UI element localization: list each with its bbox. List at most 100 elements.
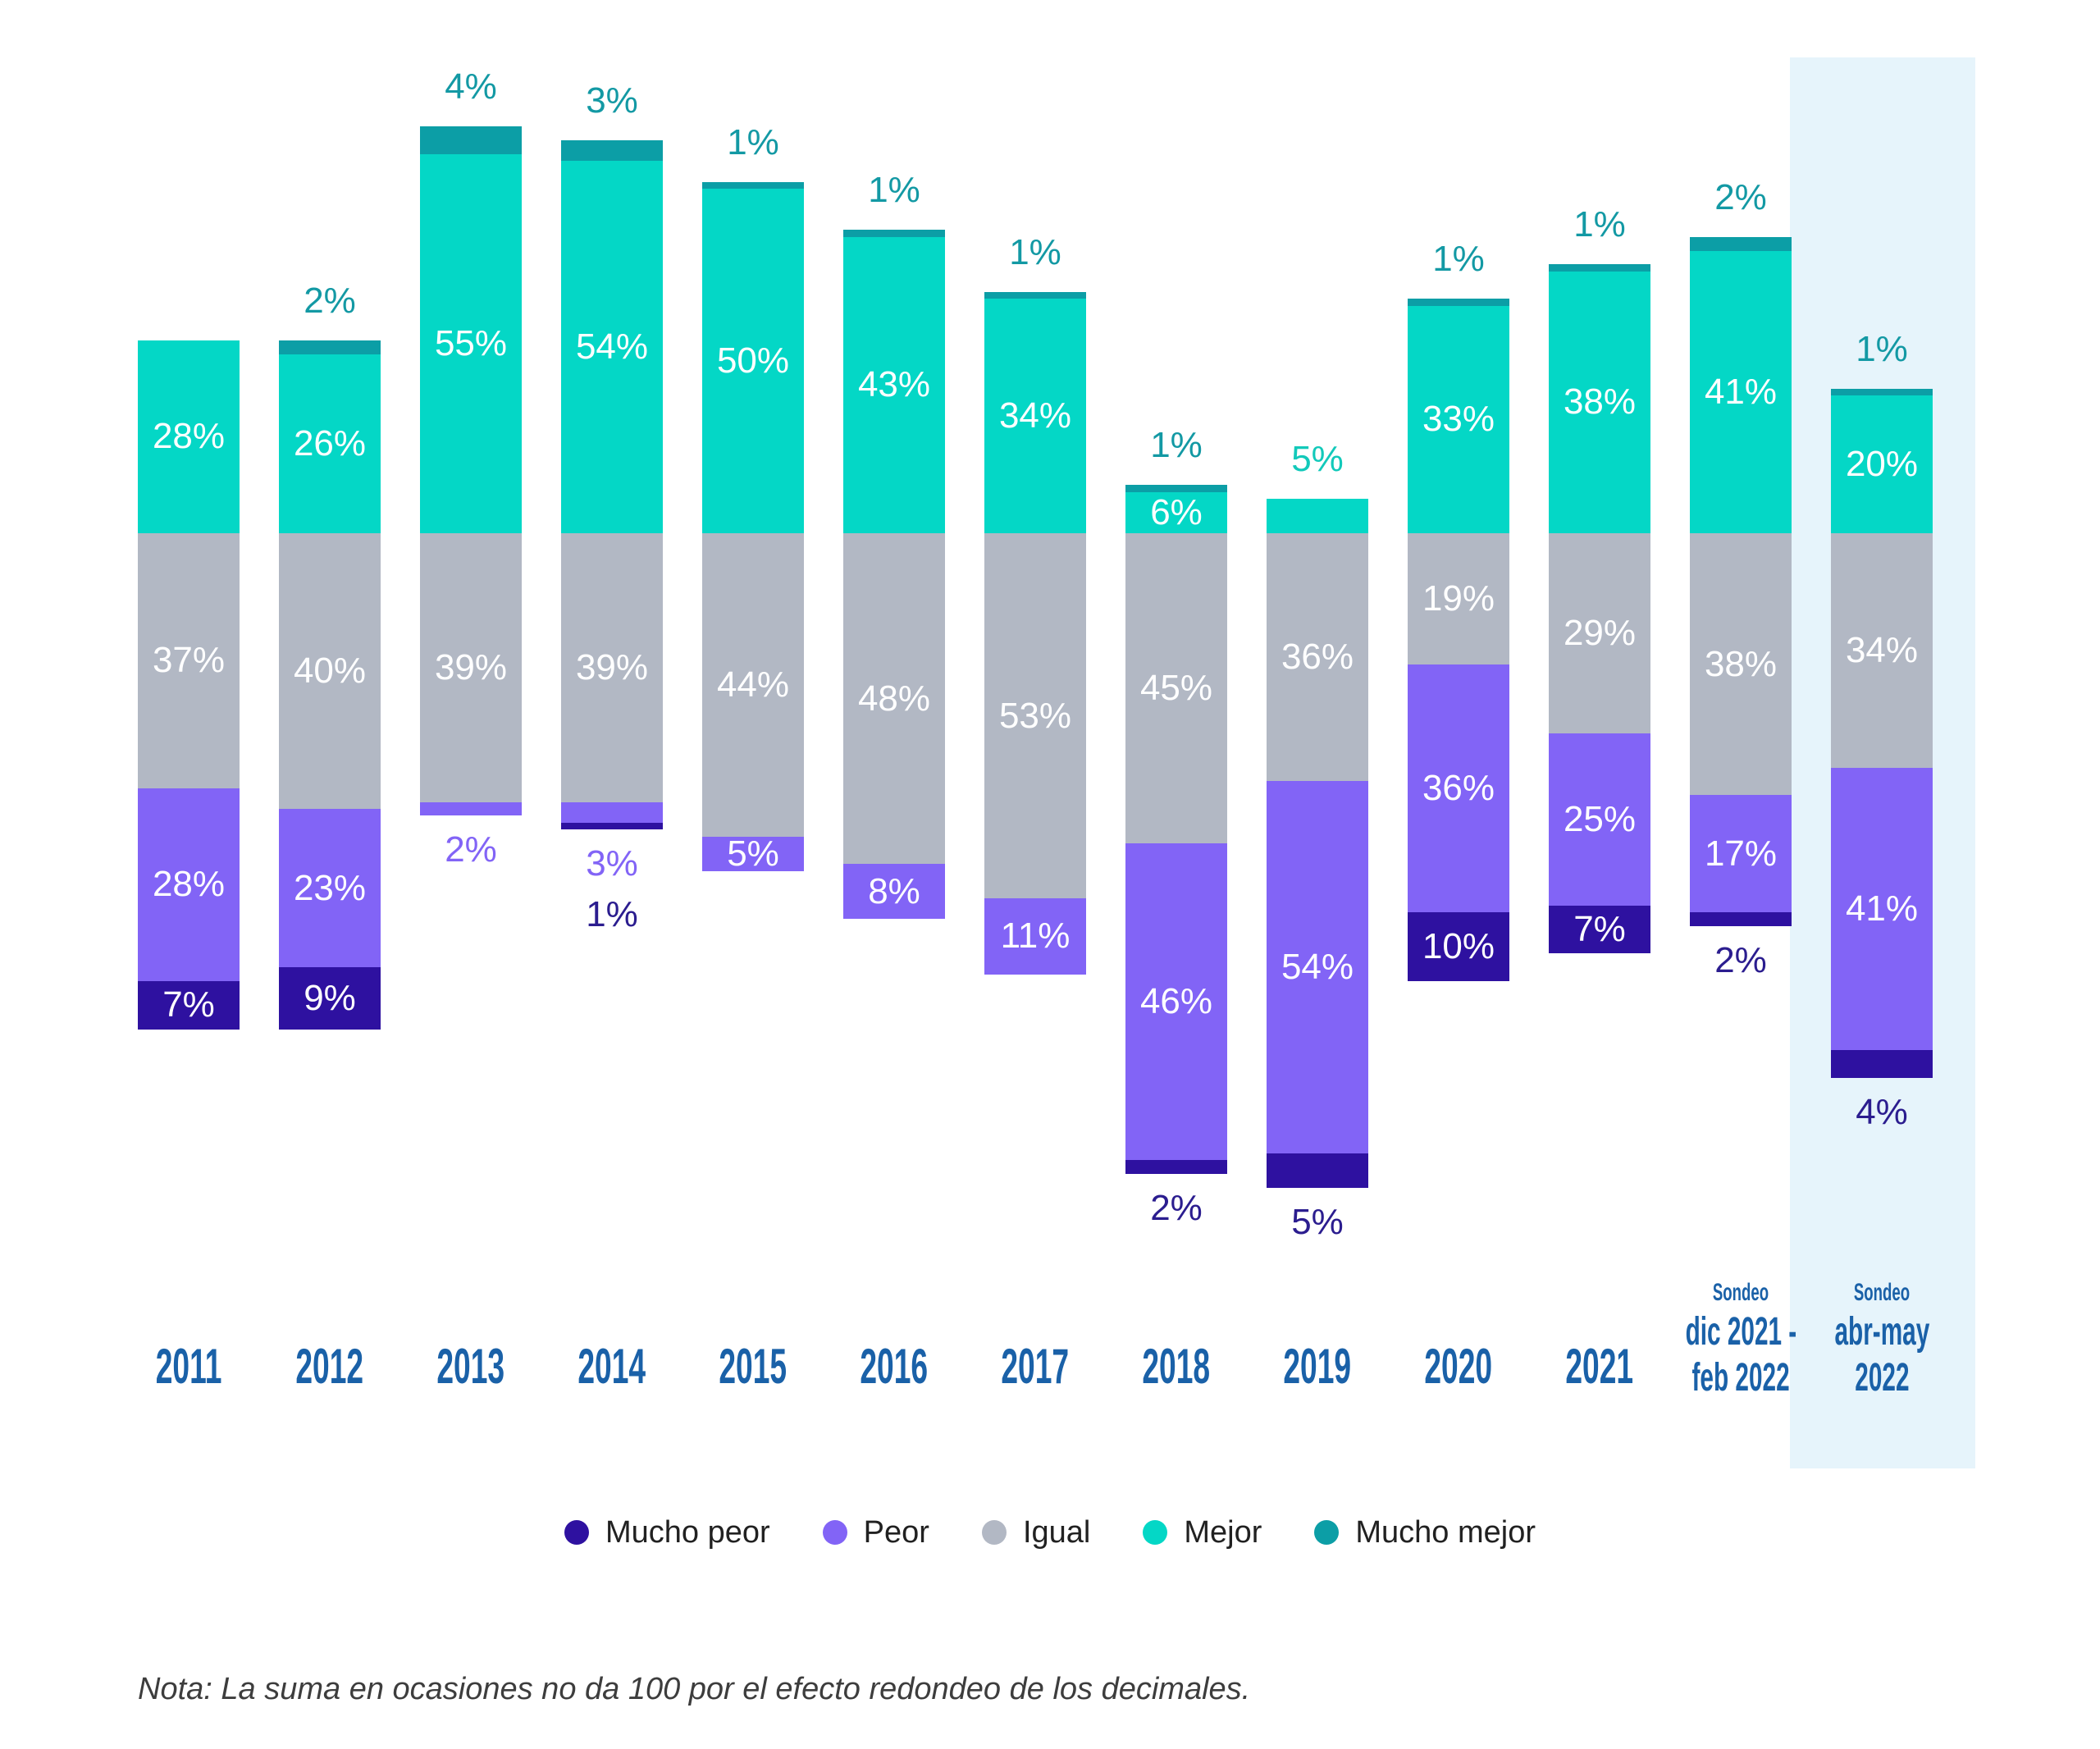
segment-mucho-mejor [843, 230, 945, 237]
data-label-peor: 3% [586, 843, 638, 884]
segment-mejor [1125, 491, 1227, 533]
data-label-mejor: 55% [434, 323, 508, 363]
bar-column-2011: 7% 28% 37% 28% [138, 0, 240, 1749]
data-label-peor: 5% [727, 833, 779, 874]
data-label-mucho-peor: 4% [1856, 1091, 1908, 1132]
data-label-mucho-mejor: 1% [727, 121, 779, 162]
segment-mejor [420, 154, 522, 533]
segment-peor [984, 898, 1086, 975]
legend-item-igual: Igual [981, 1515, 1090, 1550]
data-label-mucho-mejor: 2% [304, 280, 356, 321]
data-label-mucho-mejor: 2% [1714, 176, 1767, 217]
segment-mucho-mejor [984, 292, 1086, 299]
data-label-peor: 41% [1845, 888, 1919, 929]
segment-igual [1690, 533, 1792, 796]
segment-igual [561, 533, 663, 802]
legend-label-mejor: Mejor [1184, 1514, 1262, 1550]
segment-mucho-peor [1549, 905, 1650, 954]
segment-peor [1690, 795, 1792, 912]
data-label-mejor: 28% [152, 416, 226, 457]
segment-peor [279, 809, 381, 968]
x-axis-label-2021: 2021 [1565, 1339, 1634, 1394]
segment-mejor [702, 189, 804, 533]
segment-mejor [1690, 250, 1792, 533]
data-label-peor: 28% [152, 864, 226, 905]
segment-mucho-mejor [420, 126, 522, 154]
legend-item-peor: Peor [822, 1514, 929, 1550]
data-label-mejor: 20% [1845, 444, 1919, 484]
segment-mucho-mejor [1549, 264, 1650, 272]
data-label-mejor: 43% [857, 364, 931, 405]
segment-peor [1267, 781, 1368, 1153]
x-axis-label-2015: 2015 [719, 1339, 788, 1394]
segment-mejor [984, 299, 1086, 533]
segment-peor [1831, 767, 1933, 1050]
data-label-peor: 2% [445, 829, 497, 870]
legend-dot-mucho-peor [564, 1520, 589, 1545]
legend-dot-mejor [1143, 1520, 1168, 1545]
segment-mejor [843, 236, 945, 533]
data-label-igual: 48% [857, 678, 931, 719]
segment-peor [561, 801, 663, 823]
data-label-mucho-mejor: 1% [1150, 425, 1203, 466]
x-axis-label-2019: 2019 [1283, 1339, 1352, 1394]
segment-mucho-mejor [702, 181, 804, 189]
data-label-mucho-peor: 2% [1714, 939, 1767, 980]
footnote: Nota: La suma en ocasiones no da 100 por… [138, 1672, 1251, 1706]
data-label-igual: 53% [998, 695, 1072, 736]
bar-column-2012: 9% 23% 40% 26% 2% [279, 0, 381, 1749]
data-label-igual: 45% [1139, 668, 1213, 708]
data-label-mejor: 41% [1704, 371, 1778, 412]
data-label-mucho-mejor: 4% [445, 66, 497, 107]
segment-peor [1408, 664, 1509, 912]
segment-mejor [1267, 499, 1368, 533]
legend-label-peor: Peor [863, 1514, 929, 1550]
segment-peor [138, 788, 240, 981]
data-label-mucho-peor: 7% [162, 984, 215, 1025]
bar-column-2013: 39% 55% 4% 2% [420, 0, 522, 1749]
legend-item-mucho-peor: Mucho peor [564, 1515, 770, 1550]
data-label-peor: 54% [1281, 947, 1354, 988]
bar-column-2019: 54% 36% 5% 5% [1267, 0, 1368, 1749]
legend-dot-peor [822, 1520, 847, 1545]
data-label-peor: 17% [1704, 833, 1778, 874]
segment-mucho-peor [561, 822, 663, 830]
data-label-igual: 29% [1563, 612, 1637, 653]
x-axis-label-sondeo-dic-2021-feb-2022: Sondeo dic 2021 - feb 2022 [1685, 1279, 1796, 1400]
legend-dot-igual [981, 1520, 1007, 1545]
segment-mucho-peor [279, 967, 381, 1030]
legend-dot-mucho-mejor [1314, 1520, 1340, 1545]
data-label-mejor: 50% [716, 340, 790, 381]
data-label-igual: 36% [1281, 637, 1354, 678]
bar-column-2018: 46% 45% 6% 1% 2% [1125, 0, 1227, 1749]
data-label-mucho-mejor: 1% [1573, 204, 1626, 245]
x-axis-label-2018: 2018 [1142, 1339, 1211, 1394]
segment-mejor [1831, 395, 1933, 533]
data-label-mucho-mejor: 3% [586, 80, 638, 121]
data-label-mucho-peor: 9% [304, 978, 356, 1018]
x-axis-label-2012: 2012 [295, 1339, 364, 1394]
data-label-mucho-mejor: 1% [1432, 239, 1485, 280]
data-label-igual: 34% [1845, 629, 1919, 670]
data-label-mejor: 26% [293, 422, 367, 464]
data-label-igual: 39% [434, 646, 508, 687]
bar-column-2017: 11% 53% 34% 1% [984, 0, 1086, 1749]
segment-mejor [1549, 271, 1650, 533]
legend-label-mucho-mejor: Mucho mejor [1355, 1514, 1536, 1550]
segment-mejor [561, 161, 663, 533]
data-label-mucho-mejor: 1% [868, 170, 920, 211]
bar-column-2020: 10% 36% 19% 33% 1% [1408, 0, 1509, 1749]
segment-mucho-mejor [1831, 388, 1933, 395]
segment-mucho-mejor [1690, 236, 1792, 251]
data-label-mucho-peor: 10% [1422, 926, 1495, 966]
segment-igual [843, 533, 945, 865]
data-label-mucho-peor: 7% [1573, 909, 1626, 949]
bar-column-2014: 39% 54% 3% 3% 1% [561, 0, 663, 1749]
segment-peor [420, 801, 522, 816]
segment-igual [984, 533, 1086, 899]
data-label-igual: 40% [293, 651, 367, 691]
segment-peor [1125, 843, 1227, 1161]
segment-mucho-peor [1831, 1050, 1933, 1078]
data-label-peor: 23% [293, 867, 367, 908]
bar-column-2016: 8% 48% 43% 1% [843, 0, 945, 1749]
